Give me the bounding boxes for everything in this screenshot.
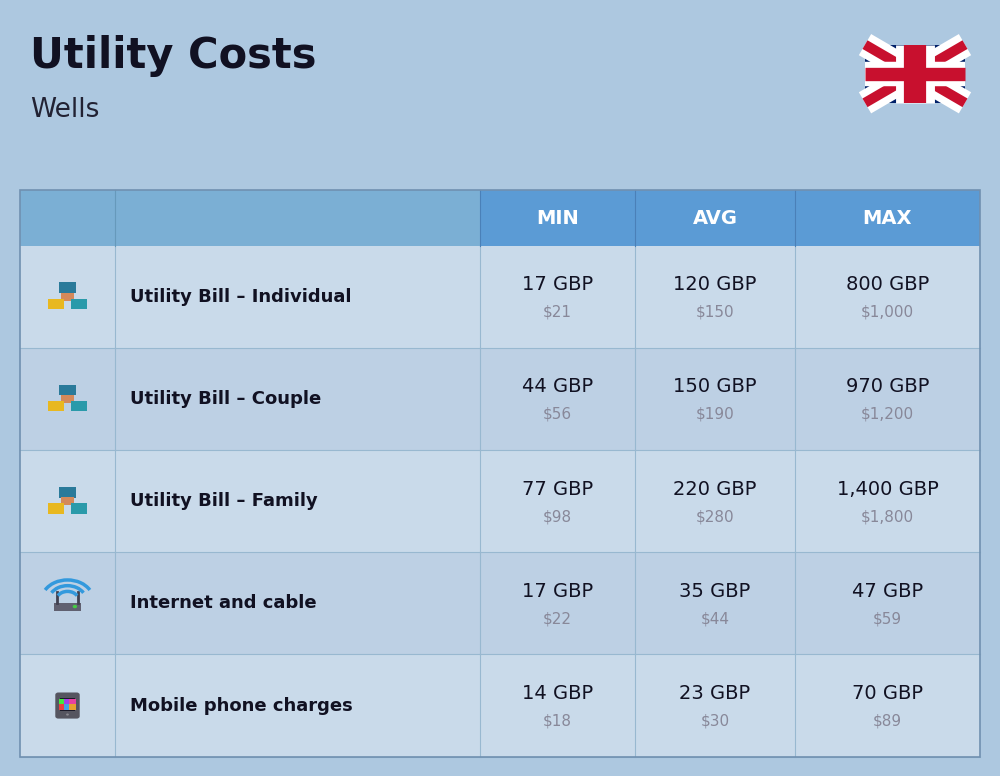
Circle shape <box>66 713 69 715</box>
Bar <box>635 190 795 246</box>
Bar <box>20 348 980 450</box>
FancyBboxPatch shape <box>55 692 80 719</box>
Bar <box>59 385 76 396</box>
Bar <box>54 602 81 611</box>
Bar <box>20 450 980 553</box>
Text: Mobile phone charges: Mobile phone charges <box>130 697 353 715</box>
Text: $1,800: $1,800 <box>861 509 914 524</box>
Bar <box>61 497 74 505</box>
Text: $1,200: $1,200 <box>861 407 914 422</box>
Text: 77 GBP: 77 GBP <box>522 480 593 498</box>
Bar <box>480 190 635 246</box>
Text: $190: $190 <box>696 407 734 422</box>
Bar <box>71 299 87 310</box>
Bar <box>59 487 76 497</box>
Text: 120 GBP: 120 GBP <box>673 275 757 294</box>
Bar <box>61 395 74 403</box>
Bar <box>48 401 64 411</box>
Bar <box>69 704 76 710</box>
Text: Utility Costs: Utility Costs <box>30 35 316 77</box>
Bar <box>20 246 980 348</box>
Bar <box>59 698 66 705</box>
Text: $59: $59 <box>873 611 902 626</box>
Text: 23 GBP: 23 GBP <box>679 684 751 703</box>
Text: 970 GBP: 970 GBP <box>846 377 929 397</box>
Bar <box>20 654 980 757</box>
Text: 14 GBP: 14 GBP <box>522 684 593 703</box>
Text: MIN: MIN <box>536 209 579 227</box>
Text: 47 GBP: 47 GBP <box>852 582 923 601</box>
Text: AVG: AVG <box>693 209 738 227</box>
Text: $18: $18 <box>543 713 572 729</box>
Text: Internet and cable: Internet and cable <box>130 594 317 612</box>
Text: 17 GBP: 17 GBP <box>522 582 593 601</box>
Text: $21: $21 <box>543 305 572 320</box>
Text: Utility Bill – Couple: Utility Bill – Couple <box>130 390 321 408</box>
Bar <box>69 698 76 705</box>
Bar <box>61 293 74 301</box>
Bar <box>48 299 64 310</box>
Bar <box>20 190 480 246</box>
Text: 150 GBP: 150 GBP <box>673 377 757 397</box>
Text: Utility Bill – Family: Utility Bill – Family <box>130 492 318 511</box>
Bar <box>64 698 71 705</box>
Bar <box>59 704 66 710</box>
Text: 35 GBP: 35 GBP <box>679 582 751 601</box>
Text: $44: $44 <box>701 611 730 626</box>
Bar <box>865 44 965 102</box>
Bar <box>20 190 980 757</box>
Text: $1,000: $1,000 <box>861 305 914 320</box>
Circle shape <box>73 605 77 608</box>
Bar <box>71 504 87 514</box>
Bar <box>795 190 980 246</box>
Text: $150: $150 <box>696 305 734 320</box>
Bar <box>71 401 87 411</box>
Bar <box>64 704 71 710</box>
Bar <box>48 504 64 514</box>
Text: $30: $30 <box>700 713 730 729</box>
Bar <box>59 282 76 293</box>
Bar <box>60 698 75 711</box>
Text: 70 GBP: 70 GBP <box>852 684 923 703</box>
Text: Wells: Wells <box>30 97 99 123</box>
Text: Utility Bill – Individual: Utility Bill – Individual <box>130 288 352 306</box>
Text: $98: $98 <box>543 509 572 524</box>
Text: 800 GBP: 800 GBP <box>846 275 929 294</box>
Text: $56: $56 <box>543 407 572 422</box>
Text: 17 GBP: 17 GBP <box>522 275 593 294</box>
Text: 44 GBP: 44 GBP <box>522 377 593 397</box>
Text: 220 GBP: 220 GBP <box>673 480 757 498</box>
Text: MAX: MAX <box>863 209 912 227</box>
Text: $89: $89 <box>873 713 902 729</box>
Text: 1,400 GBP: 1,400 GBP <box>837 480 938 498</box>
Text: $280: $280 <box>696 509 734 524</box>
Text: $22: $22 <box>543 611 572 626</box>
Bar <box>20 553 980 654</box>
